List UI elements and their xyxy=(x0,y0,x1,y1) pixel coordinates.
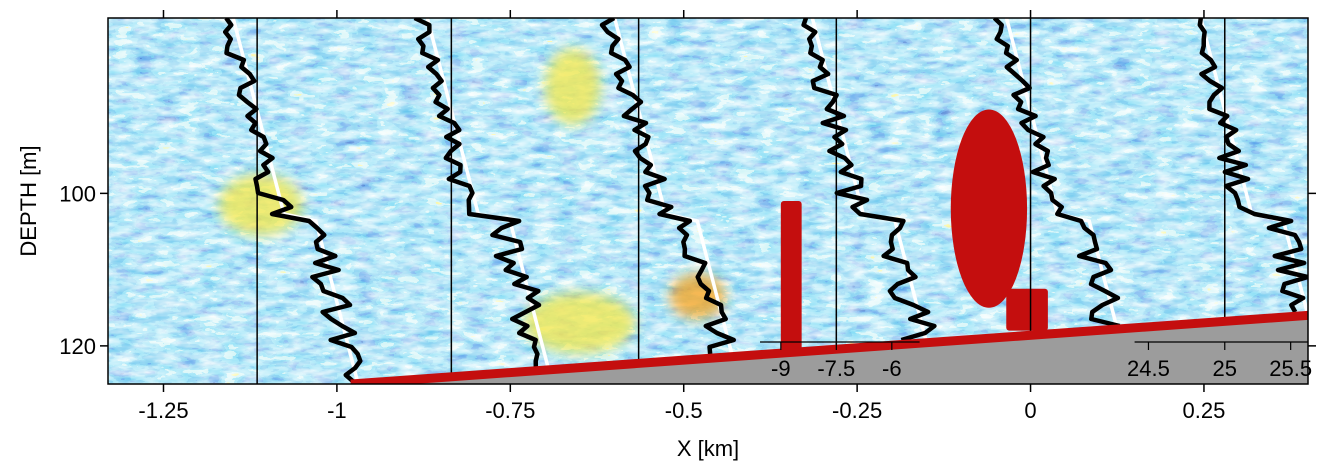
echo-features xyxy=(218,48,1048,354)
measured-profile-1 xyxy=(413,18,542,369)
x-axis-ticks: -1.25 -1 -0.75 -0.5 -0.25 0 0.25 xyxy=(138,10,1225,423)
echo-column-0 xyxy=(780,201,802,350)
y-tick-label-0: 100 xyxy=(59,181,96,206)
echo-patch-6 xyxy=(669,273,726,320)
measured-profile-0 xyxy=(222,18,363,384)
temperature-tick-label-2: -6 xyxy=(882,356,902,381)
x-axis-label: X [km] xyxy=(677,436,739,461)
x-tick-label-5: 0 xyxy=(1024,398,1036,423)
echo-patch-4 xyxy=(544,48,601,125)
measured-profile-3 xyxy=(801,18,937,343)
plot-frame xyxy=(107,17,1309,385)
x-tick-label-6: 0.25 xyxy=(1183,398,1226,423)
measured-profile-2 xyxy=(599,18,736,355)
profile-curves xyxy=(222,18,1308,384)
density-tick-label-0: 24.5 xyxy=(1127,356,1170,381)
x-tick-label-3: -0.5 xyxy=(665,398,703,423)
measured-profile-4 xyxy=(992,18,1121,329)
seabed-echo-band xyxy=(350,310,1308,384)
echo-patch-3 xyxy=(218,174,303,236)
seabed-edge xyxy=(350,310,1308,384)
x-tick-label-2: -0.75 xyxy=(485,398,535,423)
echo-patch-5 xyxy=(524,292,636,354)
density-tick-label-1: 25 xyxy=(1213,356,1237,381)
y-axis-ticks: 100 120 xyxy=(59,181,1316,359)
x-tick-label-1: -1 xyxy=(327,398,347,423)
y-axis-label: DEPTH [m] xyxy=(16,145,41,256)
measured-profile-5 xyxy=(1197,18,1308,314)
smoothed-profile-2 xyxy=(612,18,734,355)
temperature-tick-label-0: -9 xyxy=(771,356,791,381)
temperature-tick-label-1: -7.5 xyxy=(817,356,855,381)
echo-column-2 xyxy=(1006,288,1048,331)
plot-area xyxy=(108,18,1308,384)
density-tick-label-2: 25.5 xyxy=(1269,356,1312,381)
x-tick-label-0: -1.25 xyxy=(138,398,188,423)
y-tick-label-1: 120 xyxy=(59,334,96,359)
profile-inset-axes: -9 -7.5 -6 24.5 25 25.5 xyxy=(760,341,1312,381)
x-tick-label-4: -0.25 xyxy=(832,398,882,423)
echo-layer-1 xyxy=(950,109,1028,308)
